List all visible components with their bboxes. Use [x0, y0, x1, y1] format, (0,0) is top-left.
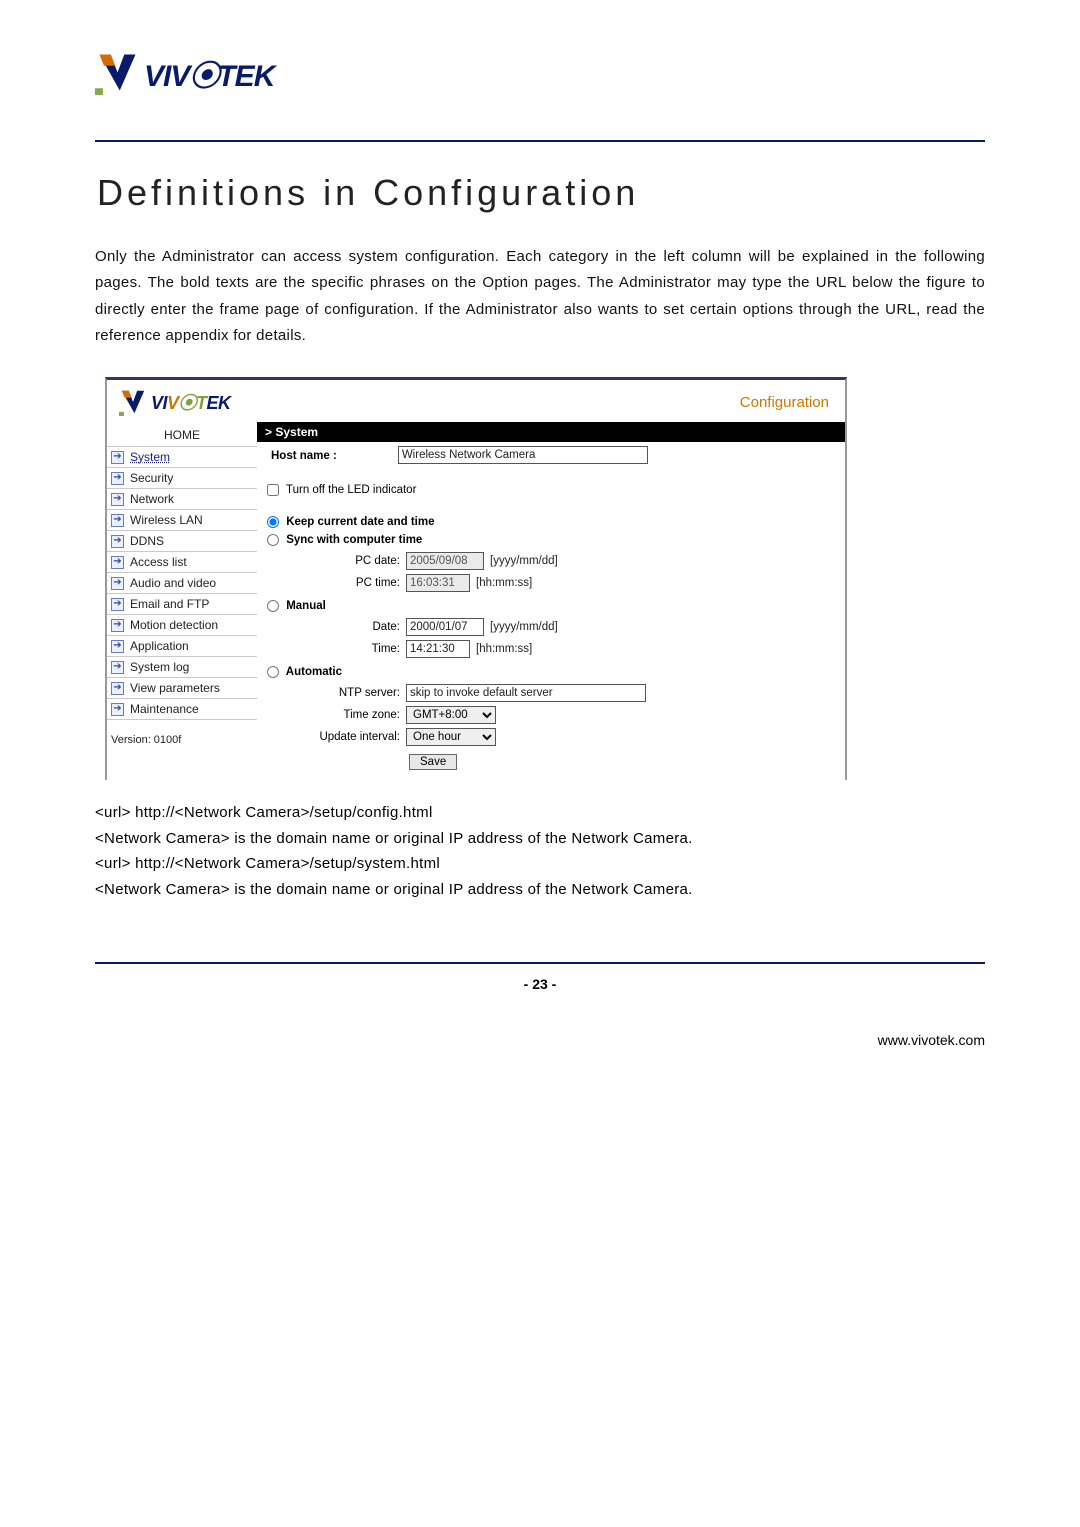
pctime-label: PC time: — [261, 577, 406, 589]
config-main: > System Host name : Turn off the LED in… — [257, 422, 845, 780]
sidebar-item-view-parameters[interactable]: ➔ View parameters — [107, 677, 257, 698]
ntp-label: NTP server: — [261, 687, 406, 699]
arrow-icon: ➔ — [111, 514, 124, 527]
pctime-hint: [hh:mm:ss] — [476, 577, 532, 589]
radio-sync-label: Sync with computer time — [286, 534, 422, 546]
radio-manual-label: Manual — [286, 600, 326, 612]
logo-mark-icon — [119, 388, 147, 416]
upd-label: Update interval: — [261, 731, 406, 743]
sidebar-item-email-and-ftp[interactable]: ➔ Email and FTP — [107, 593, 257, 614]
config-screenshot: VIV⦿TEK Configuration HOME ➔ System ➔ Secur… — [105, 377, 847, 780]
arrow-icon: ➔ — [111, 640, 124, 653]
sidebar-item-ddns[interactable]: ➔ DDNS — [107, 530, 257, 551]
sidebar-item-wireless-lan[interactable]: ➔ Wireless LAN — [107, 509, 257, 530]
hostname-label: Host name : — [261, 446, 343, 464]
pctime-input — [406, 574, 470, 592]
intro-paragraph: Only the Administrator can access system… — [95, 244, 985, 349]
sidebar-item-label: Wireless LAN — [130, 513, 203, 527]
arrow-icon: ➔ — [111, 556, 124, 569]
url-line-3: <url> http://<Network Camera>/setup/syst… — [95, 851, 985, 877]
config-logo: VIV⦿TEK — [119, 388, 231, 416]
arrow-icon: ➔ — [111, 661, 124, 674]
radio-sync[interactable] — [267, 534, 279, 546]
sidebar-item-label: Maintenance — [130, 702, 199, 716]
sidebar-item-label: Motion detection — [130, 618, 218, 632]
sidebar-item-label: System — [130, 450, 170, 464]
arrow-icon: ➔ — [111, 598, 124, 611]
page-number: - 23 - — [95, 976, 985, 992]
url-line-2: <Network Camera> is the domain name or o… — [95, 826, 985, 852]
mandate-input[interactable] — [406, 618, 484, 636]
arrow-icon: ➔ — [111, 535, 124, 548]
url-line-1: <url> http://<Network Camera>/setup/conf… — [95, 800, 985, 826]
config-logo-text: VIV⦿TEK — [151, 389, 231, 415]
pcdate-label: PC date: — [261, 555, 406, 567]
site-url: www.vivotek.com — [95, 1032, 985, 1048]
arrow-icon: ➔ — [111, 703, 124, 716]
arrow-icon: ➔ — [111, 619, 124, 632]
tz-label: Time zone: — [261, 709, 406, 721]
arrow-icon: ➔ — [111, 493, 124, 506]
page-title: Definitions in Configuration — [97, 172, 985, 214]
sidebar-item-system-log[interactable]: ➔ System log — [107, 656, 257, 677]
sidebar-item-application[interactable]: ➔ Application — [107, 635, 257, 656]
url-line-4: <Network Camera> is the domain name or o… — [95, 877, 985, 903]
sidebar-item-network[interactable]: ➔ Network — [107, 488, 257, 509]
radio-auto-label: Automatic — [286, 666, 342, 678]
logo-mark-icon — [95, 50, 140, 95]
arrow-icon: ➔ — [111, 451, 124, 464]
arrow-icon: ➔ — [111, 682, 124, 695]
mandate-label: Date: — [261, 621, 406, 633]
sidebar-item-label: System log — [130, 660, 189, 674]
sidebar-item-label: Network — [130, 492, 174, 506]
sidebar-item-label: Email and FTP — [130, 597, 209, 611]
header-divider — [95, 140, 985, 142]
config-header-title: Configuration — [740, 394, 829, 411]
arrow-icon: ➔ — [111, 577, 124, 590]
tz-select[interactable]: GMT+8:00 — [406, 706, 496, 724]
pcdate-hint: [yyyy/mm/dd] — [490, 555, 558, 567]
mantime-input[interactable] — [406, 640, 470, 658]
upd-select[interactable]: One hour — [406, 728, 496, 746]
url-notes: <url> http://<Network Camera>/setup/conf… — [95, 800, 985, 902]
sidebar-item-label: Security — [130, 471, 173, 485]
config-sidebar: HOME ➔ System ➔ Security ➔ Network ➔ Wireless L… — [107, 422, 257, 780]
sidebar-item-label: View parameters — [130, 681, 220, 695]
footer-divider — [95, 962, 985, 964]
arrow-icon: ➔ — [111, 472, 124, 485]
mandate-hint: [yyyy/mm/dd] — [490, 621, 558, 633]
sidebar-item-security[interactable]: ➔ Security — [107, 467, 257, 488]
radio-keep-label: Keep current date and time — [286, 516, 434, 528]
sidebar-item-label: Audio and video — [130, 576, 216, 590]
sidebar-item-system[interactable]: ➔ System — [107, 446, 257, 467]
radio-keep[interactable] — [267, 516, 279, 528]
sidebar-item-label: Application — [130, 639, 189, 653]
brand-logo-top: VIV⦿TEK — [95, 45, 985, 100]
sidebar-item-motion-detection[interactable]: ➔ Motion detection — [107, 614, 257, 635]
led-checkbox[interactable] — [267, 484, 279, 496]
sidebar-item-access-list[interactable]: ➔ Access list — [107, 551, 257, 572]
sidebar-home[interactable]: HOME — [107, 424, 257, 446]
sidebar-item-label: Access list — [130, 555, 187, 569]
sidebar-item-audio-and-video[interactable]: ➔ Audio and video — [107, 572, 257, 593]
sidebar-item-maintenance[interactable]: ➔ Maintenance — [107, 698, 257, 720]
sidebar-item-label: DDNS — [130, 534, 164, 548]
version-label: Version: 0100f — [107, 720, 257, 746]
mantime-hint: [hh:mm:ss] — [476, 643, 532, 655]
pcdate-input — [406, 552, 484, 570]
hostname-input[interactable] — [398, 446, 648, 464]
logo-text: VIV⦿TEK — [144, 51, 274, 95]
radio-auto[interactable] — [267, 666, 279, 678]
mantime-label: Time: — [261, 643, 406, 655]
save-button[interactable]: Save — [409, 754, 457, 770]
system-bar: > System — [257, 422, 845, 442]
radio-manual[interactable] — [267, 600, 279, 612]
ntp-input[interactable] — [406, 684, 646, 702]
led-label: Turn off the LED indicator — [286, 484, 416, 496]
